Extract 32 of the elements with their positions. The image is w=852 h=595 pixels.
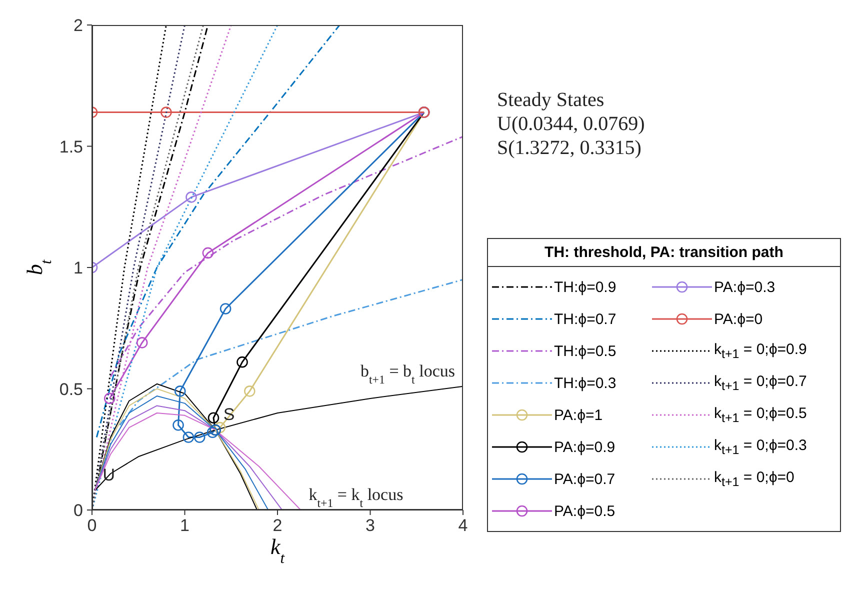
legend-label: TH:ϕ=0.9 <box>554 278 616 296</box>
text: S(1.3272, 0.3315) <box>497 136 642 160</box>
text: Steady States <box>497 88 606 112</box>
legend-title: TH: threshold, PA: transition path <box>488 239 840 267</box>
y-tick-label: 1.5 <box>59 137 83 156</box>
legend-label: TH:ϕ=0.7 <box>554 310 616 328</box>
legend-label: k$_{t+1}$ = 0;ϕ=0.3 <box>714 437 807 457</box>
legend-label: PA:ϕ=0.9 <box>554 438 616 456</box>
annotation: k$_{t+1}$ = k$_{t}$ locus <box>308 485 404 510</box>
x-axis-title: k$_{t}$ <box>270 534 286 566</box>
y-tick-label: 1 <box>74 258 83 278</box>
y-tick-label: 2 <box>74 16 83 36</box>
legend-label: k$_{t+1}$ = 0;ϕ=0.7 <box>714 373 807 393</box>
legend-label: k$_{t+1}$ = 0;ϕ=0 <box>714 469 794 489</box>
legend-label: k$_{t+1}$ = 0;ϕ=0.9 <box>714 341 807 361</box>
x-tick-label: 0 <box>87 516 97 536</box>
legend-label: PA:ϕ=0.3 <box>714 278 776 296</box>
x-tick-label: 3 <box>366 516 375 536</box>
legend-label: TH:ϕ=0.5 <box>554 342 616 360</box>
x-tick-label: 4 <box>458 516 468 536</box>
x-tick-label: 1 <box>180 516 190 536</box>
annotation: b$_{t+1}$ = b$_{t}$ locus <box>360 361 455 386</box>
legend-label: PA:ϕ=0.7 <box>554 470 616 488</box>
legend-label: k$_{t+1}$ = 0;ϕ=0.5 <box>714 405 807 425</box>
legend-label: PA:ϕ=1 <box>554 406 603 424</box>
legend-label: PA:ϕ=0.5 <box>554 502 616 520</box>
legend-label: TH:ϕ=0.3 <box>554 374 616 392</box>
text: U(0.0344, 0.0769) <box>497 112 645 136</box>
y-tick-label: 0.5 <box>59 380 83 399</box>
legend-label: PA:ϕ=0 <box>714 310 763 328</box>
x-tick-label: 2 <box>272 516 282 536</box>
y-tick-label: 0 <box>74 501 83 520</box>
